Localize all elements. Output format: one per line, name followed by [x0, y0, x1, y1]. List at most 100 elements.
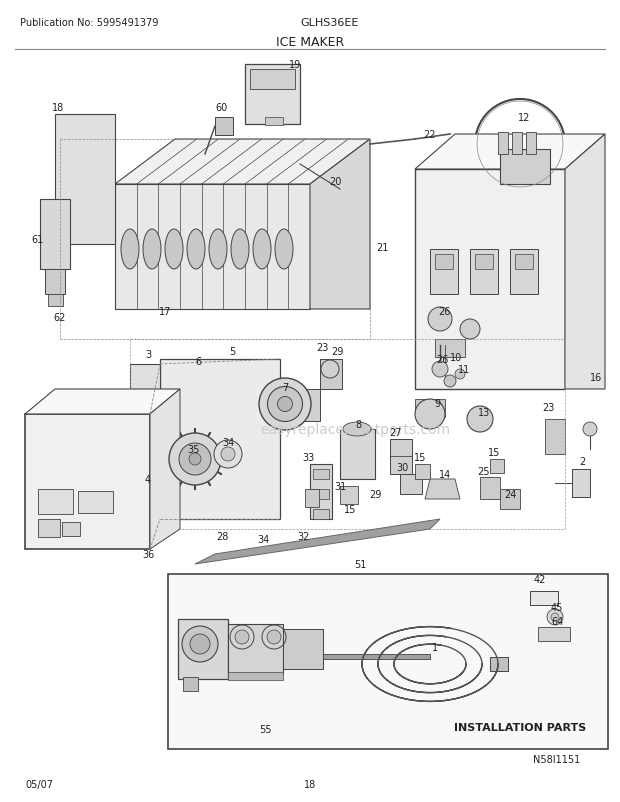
Text: 2: 2 [579, 456, 585, 467]
Text: 23: 23 [316, 342, 328, 353]
Circle shape [460, 320, 480, 339]
Bar [498, 133, 508, 155]
Ellipse shape [259, 379, 311, 431]
Text: 62: 62 [54, 313, 66, 322]
Polygon shape [565, 135, 605, 390]
Bar [250, 70, 295, 90]
Text: 17: 17 [159, 306, 171, 317]
Bar [515, 255, 533, 269]
Text: 12: 12 [518, 113, 530, 123]
Ellipse shape [143, 229, 161, 269]
Text: 64: 64 [551, 616, 563, 626]
Text: 51: 51 [354, 559, 366, 569]
Polygon shape [160, 359, 280, 520]
Bar [470, 249, 498, 294]
Polygon shape [60, 119, 115, 130]
Bar [500, 150, 550, 184]
Bar [526, 133, 536, 155]
Bar [215, 118, 233, 136]
Bar [340, 486, 358, 504]
Circle shape [235, 630, 249, 644]
Text: 29: 29 [369, 489, 381, 500]
Circle shape [551, 614, 559, 622]
Bar [545, 419, 565, 455]
Text: easyreplacementparts.com: easyreplacementparts.com [260, 423, 450, 436]
Circle shape [583, 423, 597, 436]
Circle shape [214, 440, 242, 468]
Text: 6: 6 [195, 357, 201, 367]
Text: Publication No: 5995491379: Publication No: 5995491379 [20, 18, 158, 28]
Ellipse shape [267, 387, 303, 422]
Circle shape [190, 634, 210, 654]
Ellipse shape [165, 229, 183, 269]
Text: 27: 27 [389, 427, 401, 437]
Text: 60: 60 [216, 103, 228, 113]
Ellipse shape [253, 229, 271, 269]
Ellipse shape [121, 229, 139, 269]
Bar [538, 627, 570, 642]
Circle shape [179, 444, 211, 476]
Bar [78, 492, 113, 513]
Ellipse shape [275, 229, 293, 269]
Bar [490, 460, 504, 473]
Polygon shape [60, 190, 115, 200]
Ellipse shape [278, 397, 293, 412]
Bar [313, 509, 329, 520]
Text: 15: 15 [488, 448, 500, 457]
Bar [245, 65, 300, 125]
Bar [390, 439, 412, 475]
Text: 20: 20 [329, 176, 341, 187]
Text: 14: 14 [439, 469, 451, 480]
Polygon shape [415, 135, 605, 170]
Bar [415, 464, 430, 480]
Polygon shape [60, 176, 115, 186]
Bar [40, 200, 70, 269]
Bar [475, 255, 493, 269]
Bar [435, 339, 465, 358]
Bar [510, 249, 538, 294]
Text: 8: 8 [355, 419, 361, 429]
Polygon shape [150, 390, 180, 549]
Text: 5: 5 [229, 346, 235, 357]
Circle shape [444, 375, 456, 387]
Polygon shape [25, 390, 180, 415]
Text: 34: 34 [257, 534, 269, 545]
Bar [400, 475, 422, 494]
Bar [512, 133, 522, 155]
Circle shape [189, 453, 201, 465]
Text: 29: 29 [331, 346, 343, 357]
Circle shape [182, 626, 218, 662]
Bar [168, 574, 608, 749]
Bar [130, 365, 160, 484]
Polygon shape [195, 520, 440, 565]
Bar [313, 469, 329, 480]
Bar [228, 624, 283, 674]
Polygon shape [310, 140, 370, 310]
Text: 34: 34 [222, 437, 234, 448]
Polygon shape [60, 134, 115, 144]
Text: 05/07: 05/07 [25, 779, 53, 789]
Circle shape [267, 630, 281, 644]
Bar [45, 269, 65, 294]
Text: INSTALLATION PARTS: INSTALLATION PARTS [454, 722, 586, 732]
Polygon shape [60, 204, 115, 214]
Text: 19: 19 [289, 60, 301, 70]
Text: 18: 18 [52, 103, 64, 113]
Text: 4: 4 [145, 475, 151, 484]
Text: 16: 16 [590, 373, 602, 383]
Text: 25: 25 [478, 467, 490, 476]
Bar [38, 520, 60, 537]
Ellipse shape [467, 407, 493, 432]
Text: 28: 28 [216, 532, 228, 541]
Text: 55: 55 [259, 724, 272, 734]
Circle shape [475, 100, 565, 190]
Ellipse shape [231, 229, 249, 269]
Text: 10: 10 [450, 353, 462, 363]
Text: 15: 15 [414, 452, 426, 463]
Text: 15: 15 [344, 504, 356, 514]
Ellipse shape [321, 361, 339, 379]
Text: 18: 18 [304, 779, 316, 789]
Polygon shape [60, 217, 115, 228]
Polygon shape [115, 140, 370, 184]
Text: 3: 3 [145, 350, 151, 359]
